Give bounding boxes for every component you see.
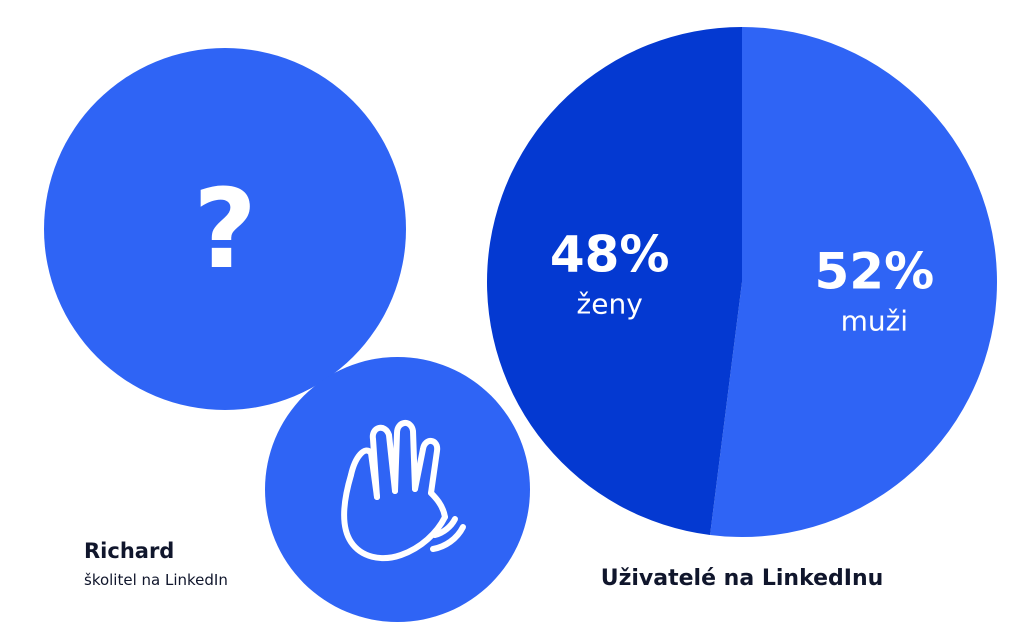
waving-hand-icon bbox=[341, 420, 466, 562]
presenter-info: Richard školitel na LinkedIn bbox=[84, 539, 228, 590]
question-mark-icon: ? bbox=[193, 165, 257, 293]
question-circle: ? bbox=[44, 48, 406, 410]
pie-slice-0 bbox=[710, 27, 997, 537]
slice-value-label-1: 48% bbox=[550, 226, 670, 284]
slice-category-label-0: muži bbox=[841, 304, 909, 337]
slice-category-label-1: ženy bbox=[577, 288, 643, 321]
wave-circle bbox=[265, 357, 530, 622]
pie-slice-1 bbox=[486, 27, 742, 535]
slice-value-label-0: 52% bbox=[814, 242, 934, 300]
chart-title-text: Uživatelé na LinkedInu bbox=[600, 566, 884, 591]
chart-title: Uživatelé na LinkedInu bbox=[0, 566, 1024, 591]
presenter-name: Richard bbox=[84, 539, 175, 563]
presenter-role: školitel na LinkedIn bbox=[84, 571, 228, 590]
gender-pie-chart: 52% muži 48% ženy bbox=[486, 27, 997, 537]
